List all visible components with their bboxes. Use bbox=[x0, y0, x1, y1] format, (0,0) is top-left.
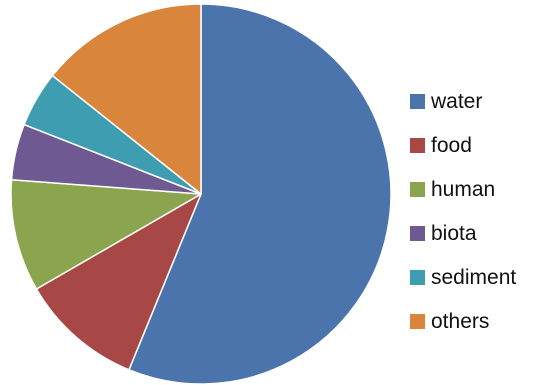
legend-label-food: food bbox=[431, 133, 472, 157]
legend-swatch-human bbox=[410, 181, 425, 197]
legend-item-others: others bbox=[410, 299, 516, 343]
legend-swatch-food bbox=[410, 137, 425, 153]
legend-item-water: water bbox=[410, 79, 516, 123]
legend-swatch-others bbox=[410, 313, 425, 329]
pie-slices bbox=[10, 3, 392, 385]
pie-slice-human bbox=[10, 179, 202, 290]
legend-label-biota: biota bbox=[431, 221, 477, 245]
legend-item-human: human bbox=[410, 167, 516, 211]
legend-swatch-sediment bbox=[410, 269, 425, 285]
pie-slice-water bbox=[128, 3, 392, 385]
chart-legend: water food human biota sediment others bbox=[410, 79, 516, 343]
legend-label-water: water bbox=[431, 89, 483, 113]
legend-swatch-biota bbox=[410, 225, 425, 241]
legend-item-biota: biota bbox=[410, 211, 516, 255]
legend-item-food: food bbox=[410, 123, 516, 167]
legend-label-others: others bbox=[431, 309, 490, 333]
pie-slice-food bbox=[35, 193, 202, 371]
pie-slice-others bbox=[51, 3, 202, 195]
legend-swatch-water bbox=[410, 93, 425, 109]
legend-label-sediment: sediment bbox=[431, 265, 517, 289]
legend-item-sediment: sediment bbox=[410, 255, 516, 299]
legend-label-human: human bbox=[431, 177, 496, 201]
